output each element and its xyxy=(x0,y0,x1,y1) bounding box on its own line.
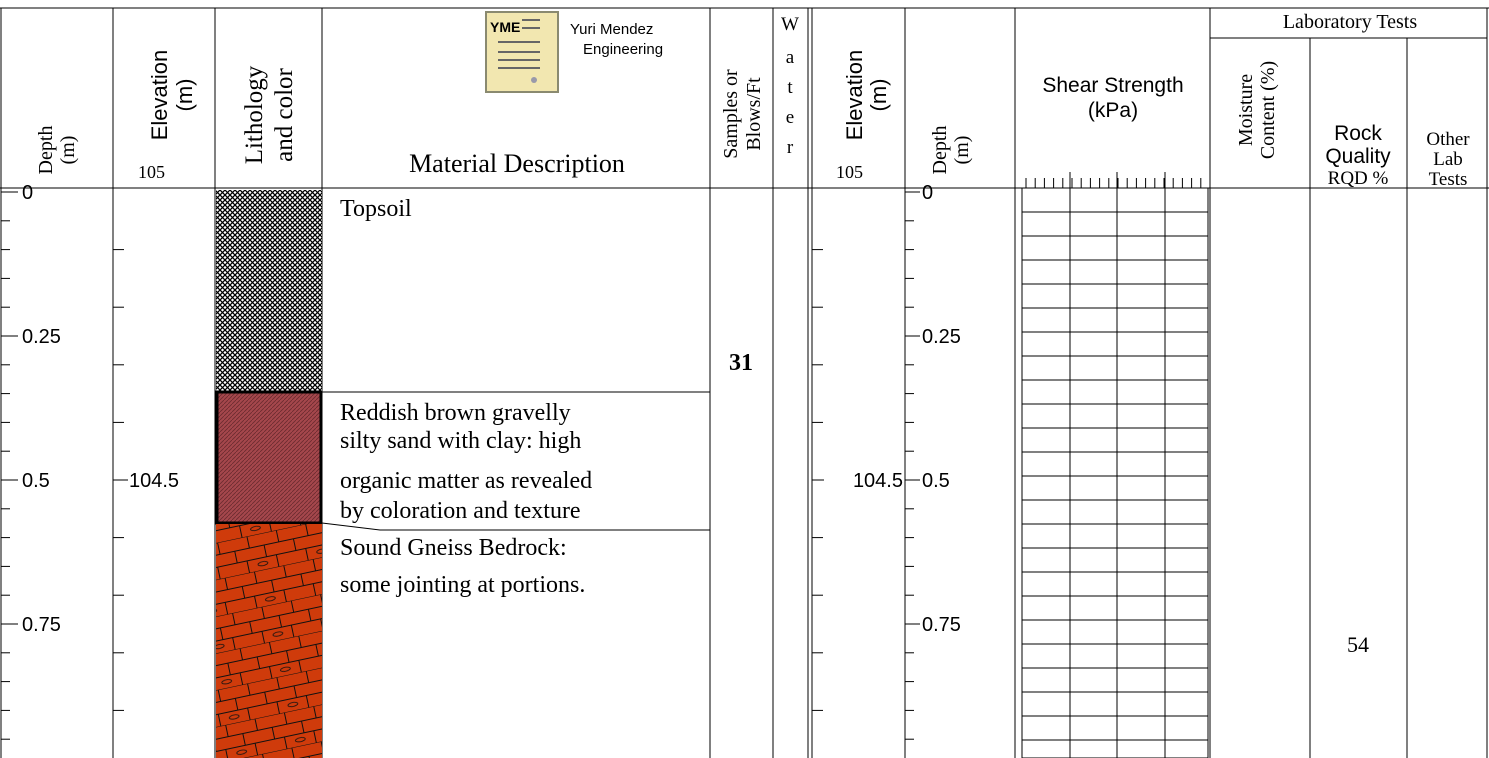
layer-topsoil xyxy=(216,190,322,392)
header-water: e xyxy=(786,107,794,128)
layer-description: Sound Gneiss Bedrock: xyxy=(340,535,567,561)
layer-gneiss xyxy=(216,524,322,758)
header-depth: (m) xyxy=(951,136,973,165)
logo-mark: YME xyxy=(490,19,520,35)
elevation-label: 104.5 xyxy=(129,470,179,492)
header-moisture: Content (%) xyxy=(1257,61,1279,159)
layer-description: some jointing at portions. xyxy=(340,572,585,598)
elevation-label: 104.5 xyxy=(853,470,903,492)
depth-label: 0.75 xyxy=(922,614,961,636)
logo: YME xyxy=(485,11,559,93)
header-depth: Depth xyxy=(929,126,951,175)
header-depth: Depth xyxy=(35,126,57,175)
sample-blows: 31 xyxy=(729,350,753,376)
header-water: t xyxy=(787,77,793,98)
header-shear: (kPa) xyxy=(1088,99,1138,122)
depth-label: 0 xyxy=(22,182,33,204)
header-samples: Blows/Ft xyxy=(743,77,765,151)
logo-company: Yuri Mendez xyxy=(570,21,653,38)
frame xyxy=(0,7,1489,758)
header-elevation: Elevation xyxy=(147,50,172,141)
layer-description: by coloration and texture xyxy=(340,498,581,524)
header-other: Other xyxy=(1426,129,1470,150)
layer-sand xyxy=(215,390,323,525)
header-rqd: RQD % xyxy=(1328,168,1389,189)
depth-label: 0 xyxy=(922,182,933,204)
depth-label: 0.25 xyxy=(922,326,961,348)
rqd-value: 54 xyxy=(1347,632,1369,657)
header-elevation: Elevation xyxy=(842,50,867,141)
header-moisture: Moisture xyxy=(1235,74,1257,146)
header-water: a xyxy=(786,47,795,68)
depth-label: 0.25 xyxy=(22,326,61,348)
layer-leader xyxy=(321,391,710,531)
header-other: Tests xyxy=(1429,169,1468,190)
header-lithology: Lithology xyxy=(241,65,268,164)
header-elevation: (m) xyxy=(172,79,197,112)
header-depth: (m) xyxy=(57,136,79,165)
shear-grid xyxy=(1021,172,1209,758)
layer-description: Topsoil xyxy=(340,196,412,222)
layer-description: silty sand with clay: high xyxy=(340,428,581,454)
header-shear: Shear Strength xyxy=(1042,74,1183,97)
header-water: r xyxy=(787,137,794,158)
depth-label: 0.5 xyxy=(922,470,950,492)
header-description: Material Description xyxy=(409,149,625,178)
header-samples: Samples or xyxy=(720,69,742,159)
header-lithology: and color xyxy=(271,67,298,161)
header-water: W xyxy=(781,14,799,35)
header-rqd: Quality xyxy=(1325,145,1391,168)
depth-label: 0.5 xyxy=(22,470,50,492)
layer-description: Reddish brown gravelly xyxy=(340,400,571,426)
header-rqd: Rock xyxy=(1334,122,1382,145)
elevation-top: 105 xyxy=(138,162,165,182)
header-lab: Laboratory Tests xyxy=(1283,11,1418,33)
depth-label: 0.75 xyxy=(22,614,61,636)
header-other: Lab xyxy=(1433,149,1463,170)
header-elevation: (m) xyxy=(866,79,891,112)
logo-company: Engineering xyxy=(583,41,663,58)
layer-description: organic matter as revealed xyxy=(340,468,592,494)
elevation-top: 105 xyxy=(836,162,863,182)
